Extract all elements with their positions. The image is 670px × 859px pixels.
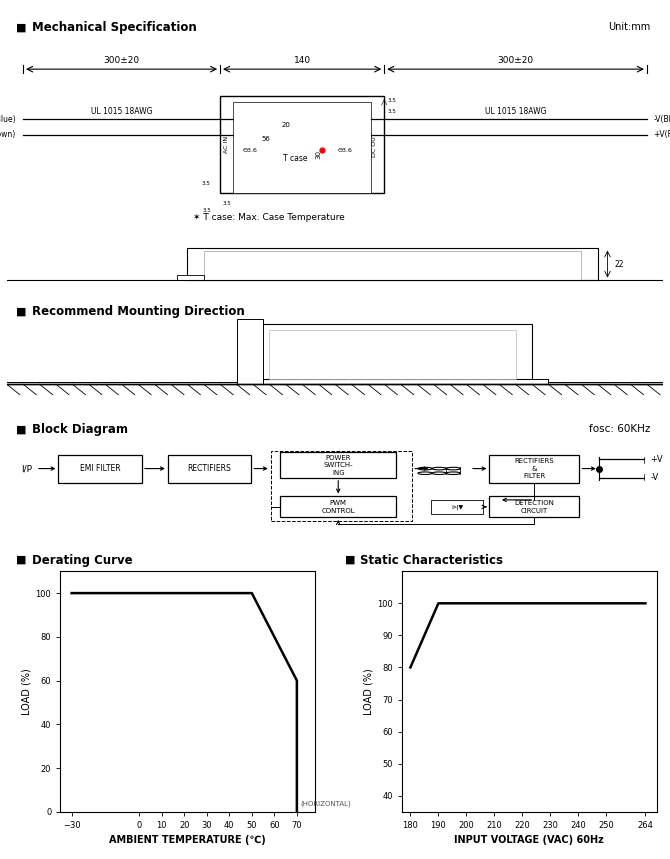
Text: POWER
SWITCH-
ING: POWER SWITCH- ING: [324, 454, 353, 476]
Text: AC/L(Brown): AC/L(Brown): [0, 131, 17, 139]
Bar: [168, 454, 251, 483]
Text: Derating Curve: Derating Curve: [32, 553, 133, 567]
Bar: [233, 102, 371, 193]
Bar: [269, 330, 516, 379]
Text: T case: T case: [283, 154, 308, 162]
Text: Mechanical Specification: Mechanical Specification: [32, 21, 197, 34]
Bar: [178, 275, 204, 280]
Text: 30: 30: [316, 149, 322, 159]
Text: UL 1015 18AWG: UL 1015 18AWG: [485, 107, 546, 115]
Text: ■: ■: [16, 555, 27, 565]
Bar: [204, 252, 581, 280]
Text: ■: ■: [16, 22, 27, 33]
Text: -V(Black): -V(Black): [653, 115, 670, 124]
X-axis label: AMBIENT TEMPERATURE (℃): AMBIENT TEMPERATURE (℃): [109, 835, 266, 845]
Text: EMI FILTER: EMI FILTER: [80, 464, 121, 473]
Text: 3.5: 3.5: [387, 98, 396, 102]
Text: -V: -V: [650, 473, 659, 483]
Text: PWM
CONTROL: PWM CONTROL: [322, 500, 355, 514]
Text: 3.5: 3.5: [387, 109, 396, 114]
Text: RECTIFIERS: RECTIFIERS: [188, 464, 231, 473]
X-axis label: INPUT VOLTAGE (VAC) 60Hz: INPUT VOLTAGE (VAC) 60Hz: [454, 835, 604, 845]
Text: fosc: 60KHz: fosc: 60KHz: [588, 424, 650, 435]
Text: Recommend Mounting Direction: Recommend Mounting Direction: [32, 305, 245, 319]
Text: Θ3.6: Θ3.6: [338, 148, 352, 153]
Text: 3.5: 3.5: [202, 180, 210, 186]
Text: Θ3.6: Θ3.6: [242, 148, 257, 153]
Text: 3.5: 3.5: [202, 209, 211, 213]
Text: AC/N(Blue): AC/N(Blue): [0, 115, 17, 124]
Text: UL 1015 18AWG: UL 1015 18AWG: [91, 107, 152, 115]
Text: (HORIZONTAL): (HORIZONTAL): [300, 801, 351, 807]
Y-axis label: LOAD (%): LOAD (%): [363, 668, 373, 715]
Bar: [280, 497, 396, 517]
Bar: [187, 247, 598, 280]
Bar: [220, 96, 384, 193]
Bar: [253, 325, 532, 379]
Text: 56: 56: [261, 136, 271, 142]
Text: ⊳|▼: ⊳|▼: [451, 504, 463, 509]
Bar: [237, 379, 548, 384]
Text: ■: ■: [16, 424, 27, 435]
Bar: [431, 500, 483, 514]
Bar: [58, 454, 142, 483]
Text: +V(Red): +V(Red): [653, 131, 670, 139]
Text: I/P: I/P: [21, 464, 31, 473]
Text: 140: 140: [293, 57, 311, 65]
Bar: [489, 497, 580, 517]
Text: AC IN: AC IN: [224, 136, 229, 153]
Text: 300±20: 300±20: [104, 57, 139, 65]
Text: RECTIFIERS
&
FILTER: RECTIFIERS & FILTER: [515, 458, 554, 479]
Text: DETECTION
CIRCUIT: DETECTION CIRCUIT: [515, 500, 554, 514]
Text: DC OUT: DC OUT: [372, 132, 377, 157]
Text: 300±20: 300±20: [498, 57, 533, 65]
Text: +V: +V: [650, 454, 663, 464]
Text: 20: 20: [281, 122, 290, 128]
Text: 3.5: 3.5: [222, 201, 231, 205]
Bar: [280, 453, 396, 478]
Text: Unit:mm: Unit:mm: [608, 22, 650, 33]
Text: Block Diagram: Block Diagram: [32, 423, 128, 436]
Text: ■: ■: [16, 307, 27, 317]
Bar: [237, 320, 263, 384]
Text: ■: ■: [344, 555, 355, 565]
Bar: [271, 451, 412, 521]
Text: ✶ T case: Max. Case Temperature: ✶ T case: Max. Case Temperature: [194, 214, 345, 222]
Text: Static Characteristics: Static Characteristics: [360, 553, 503, 567]
Y-axis label: LOAD (%): LOAD (%): [21, 668, 31, 715]
Bar: [489, 454, 580, 483]
Text: 22: 22: [614, 259, 624, 269]
